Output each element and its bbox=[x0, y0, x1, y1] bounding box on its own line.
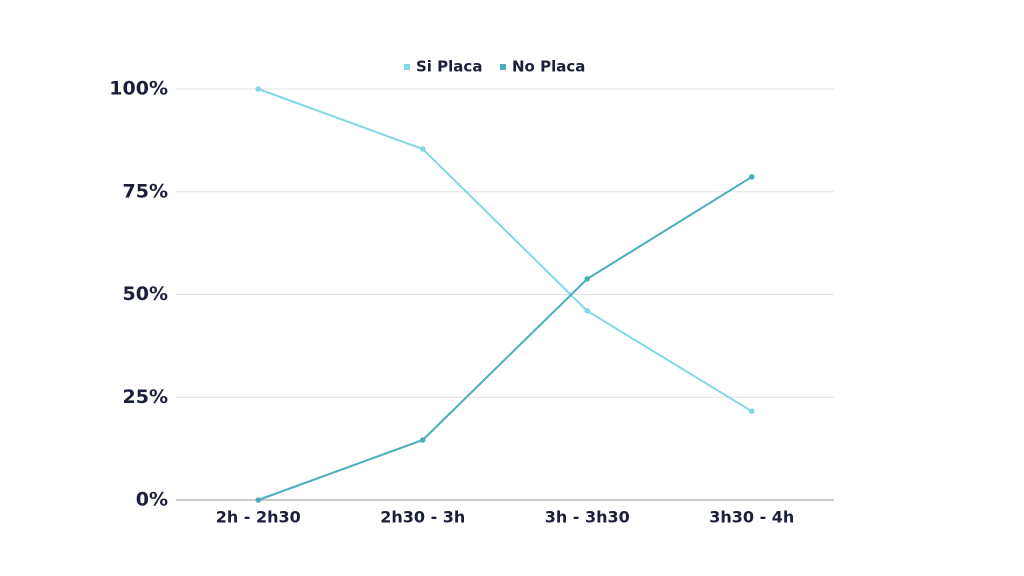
data-point bbox=[255, 86, 262, 92]
x-tick-label: 3h30 - 4h bbox=[709, 508, 794, 527]
data-point bbox=[584, 308, 591, 314]
y-tick-label: 25% bbox=[123, 386, 168, 408]
legend-marker bbox=[404, 64, 410, 70]
data-point bbox=[584, 276, 591, 282]
series-line bbox=[257, 176, 753, 501]
data-point bbox=[748, 174, 755, 180]
series-line bbox=[257, 88, 753, 413]
data-point bbox=[419, 437, 426, 443]
x-tick-label: 3h - 3h30 bbox=[545, 508, 630, 527]
legend-label: Si Placa bbox=[416, 58, 482, 76]
y-tick-label: 0% bbox=[136, 489, 168, 511]
data-point bbox=[255, 497, 262, 503]
y-tick-label: 50% bbox=[123, 283, 168, 305]
legend-label: No Placa bbox=[512, 58, 585, 76]
y-tick-label: 100% bbox=[109, 78, 168, 100]
x-tick-label: 2h - 2h30 bbox=[216, 508, 301, 527]
y-tick-label: 75% bbox=[123, 180, 168, 202]
data-point bbox=[748, 408, 755, 415]
legend-marker bbox=[500, 64, 506, 70]
data-point bbox=[419, 146, 426, 152]
x-tick-label: 2h30 - 3h bbox=[380, 508, 465, 527]
